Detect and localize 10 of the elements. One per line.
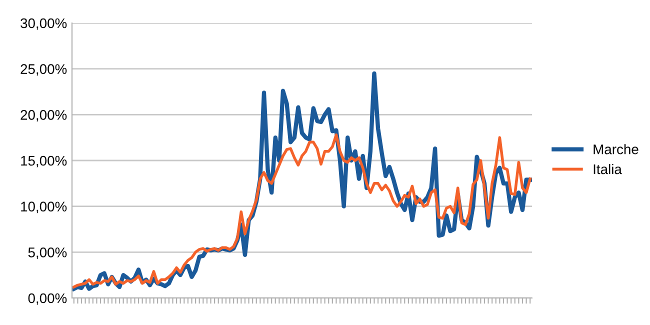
y-tick-label: 5,00%: [28, 248, 67, 259]
y-tick-label: 0,00%: [28, 293, 67, 305]
line-series: [72, 133, 532, 288]
legend-label: Italia: [594, 164, 622, 174]
y-tick-label: 25,00%: [20, 64, 67, 76]
legend-label: Marche: [594, 144, 638, 154]
y-tick-label: 10,00%: [21, 202, 67, 214]
y-tick-label: 15,00%: [21, 156, 67, 168]
y-tick-label: 30,00%: [20, 18, 67, 30]
y-tick-label: 20,00%: [20, 110, 67, 122]
